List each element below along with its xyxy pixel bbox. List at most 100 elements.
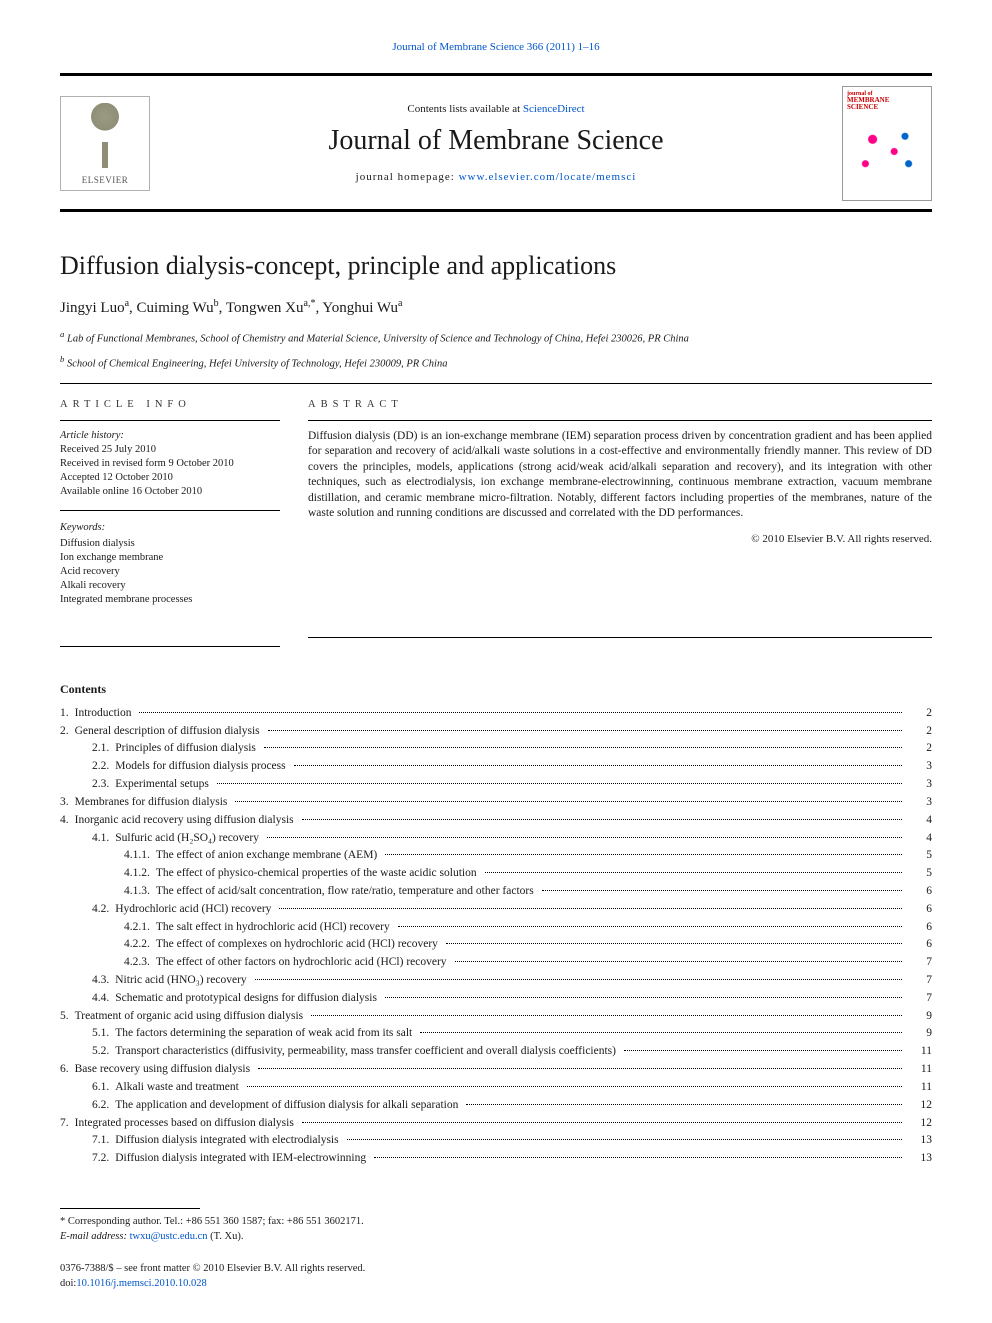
- toc-leader-dots: [258, 1068, 902, 1069]
- history-line: Received in revised form 9 October 2010: [60, 457, 280, 471]
- toc-page: 13: [910, 1150, 932, 1168]
- toc-leader-dots: [279, 908, 902, 909]
- toc-entry[interactable]: 4.1.1. The effect of anion exchange membr…: [60, 847, 932, 865]
- toc-title: Base recovery using diffusion dialysis: [75, 1061, 250, 1079]
- toc-page: 11: [910, 1043, 932, 1061]
- toc-leader-dots: [255, 979, 902, 980]
- elsevier-logo: ELSEVIER: [60, 96, 150, 191]
- toc-entry[interactable]: 6.2.The application and development of d…: [60, 1097, 932, 1115]
- toc-page: 5: [910, 865, 932, 883]
- toc-page: 4: [910, 812, 932, 830]
- toc-page: 2: [910, 740, 932, 758]
- toc-leader-dots: [268, 730, 902, 731]
- toc-number: 4.2.: [60, 901, 109, 919]
- toc-leader-dots: [347, 1139, 902, 1140]
- toc-page: 9: [910, 1008, 932, 1026]
- toc-number: 4.2.1.: [60, 919, 150, 937]
- toc-title: General description of diffusion dialysi…: [75, 723, 260, 741]
- toc-title: Schematic and prototypical designs for d…: [115, 990, 377, 1008]
- toc-entry[interactable]: 5.Treatment of organic acid using diffus…: [60, 1008, 932, 1026]
- toc-number: 4.2.3.: [60, 954, 150, 972]
- toc-entry[interactable]: 4.2.2.The effect of complexes on hydroch…: [60, 936, 932, 954]
- toc-entry[interactable]: 7.2.Diffusion dialysis integrated with I…: [60, 1150, 932, 1168]
- divider: [308, 637, 932, 638]
- toc-title: The effect of acid/salt concentration, f…: [156, 883, 534, 901]
- header-center: Contents lists available at ScienceDirec…: [164, 102, 828, 185]
- toc-page: 12: [910, 1097, 932, 1115]
- toc-leader-dots: [302, 1122, 902, 1123]
- toc-number: 7.: [60, 1115, 69, 1133]
- toc-entry[interactable]: 2.2.Models for diffusion dialysis proces…: [60, 758, 932, 776]
- toc-title: Integrated processes based on diffusion …: [75, 1115, 294, 1133]
- toc-entry[interactable]: 2.3.Experimental setups3: [60, 776, 932, 794]
- journal-name: Journal of Membrane Science: [164, 122, 828, 160]
- toc-entry[interactable]: 4.1.3. The effect of acid/salt concentrat…: [60, 883, 932, 901]
- doi-link[interactable]: 10.1016/j.memsci.2010.10.028: [76, 1278, 206, 1289]
- toc-title: Models for diffusion dialysis process: [115, 758, 285, 776]
- cover-art-icon: [851, 121, 923, 182]
- toc-entry[interactable]: 6.1.Alkali waste and treatment11: [60, 1079, 932, 1097]
- divider: [60, 383, 932, 384]
- home-prefix: journal homepage:: [356, 171, 459, 183]
- toc-title: The application and development of diffu…: [115, 1097, 458, 1115]
- toc-entry[interactable]: 6. Base recovery using diffusion dialysis…: [60, 1061, 932, 1079]
- toc-number: 2.3.: [60, 776, 109, 794]
- toc-leader-dots: [139, 712, 902, 713]
- abstract-text: Diffusion dialysis (DD) is an ion-exchan…: [308, 429, 932, 522]
- toc-page: 7: [910, 990, 932, 1008]
- toc-number: 6.: [60, 1061, 69, 1079]
- toc-entry[interactable]: 4.1.Sulfuric acid (H₂SO₄) recovery4: [60, 830, 932, 848]
- toc-entry[interactable]: 5.2.Transport characteristics (diffusivi…: [60, 1043, 932, 1061]
- toc-page: 11: [910, 1061, 932, 1079]
- toc-entry[interactable]: 5.1.The factors determining the separati…: [60, 1025, 932, 1043]
- toc-page: 6: [910, 901, 932, 919]
- toc-entry[interactable]: 4.2.3. The effect of other factors on hyd…: [60, 954, 932, 972]
- abstract-heading: abstract: [308, 398, 932, 412]
- toc-entry[interactable]: 4.2.1.The salt effect in hydrochloric ac…: [60, 919, 932, 937]
- journal-cover-thumbnail: journal of MEMBRANE SCIENCE: [842, 86, 932, 201]
- journal-homepage-link[interactable]: www.elsevier.com/locate/memsci: [459, 171, 637, 183]
- toc-leader-dots: [217, 783, 902, 784]
- toc-leader-dots: [624, 1050, 902, 1051]
- toc-entry[interactable]: 7.1.Diffusion dialysis integrated with e…: [60, 1132, 932, 1150]
- toc-number: 4.3.: [60, 972, 109, 990]
- toc-entry[interactable]: 2.1.Principles of diffusion dialysis2: [60, 740, 932, 758]
- toc-leader-dots: [420, 1032, 902, 1033]
- keyword: Diffusion dialysis: [60, 537, 280, 551]
- running-header-link[interactable]: Journal of Membrane Science 366 (2011) 1…: [392, 41, 599, 53]
- toc-entry[interactable]: 4.1.2.The effect of physico-chemical pro…: [60, 865, 932, 883]
- corresponding-author-footnote: * Corresponding author. Tel.: +86 551 36…: [60, 1215, 932, 1244]
- toc-title: The effect of other factors on hydrochlo…: [156, 954, 447, 972]
- toc-entry[interactable]: 4.Inorganic acid recovery using diffusio…: [60, 812, 932, 830]
- toc-entry[interactable]: 4.4.Schematic and prototypical designs f…: [60, 990, 932, 1008]
- keyword: Integrated membrane processes: [60, 593, 280, 607]
- toc-entry[interactable]: 4.3.Nitric acid (HNO₃) recovery7: [60, 972, 932, 990]
- elsevier-brand-text: ELSEVIER: [61, 174, 149, 186]
- toc-page: 3: [910, 758, 932, 776]
- toc-leader-dots: [455, 961, 902, 962]
- toc-leader-dots: [302, 819, 902, 820]
- doi-line: doi:10.1016/j.memsci.2010.10.028: [60, 1277, 932, 1291]
- toc-title: Diffusion dialysis integrated with elect…: [115, 1132, 338, 1150]
- toc-entry[interactable]: 1.Introduction2: [60, 705, 932, 723]
- toc-title: Sulfuric acid (H₂SO₄) recovery: [115, 830, 259, 848]
- abstract-copyright: © 2010 Elsevier B.V. All rights reserved…: [308, 532, 932, 547]
- toc-title: The effect of anion exchange membrane (A…: [156, 847, 377, 865]
- divider: [60, 646, 280, 647]
- table-of-contents: 1.Introduction22.General description of …: [60, 705, 932, 1168]
- toc-number: 4.1.1.: [60, 847, 150, 865]
- divider: [308, 420, 932, 421]
- toc-number: 4.1.3.: [60, 883, 150, 901]
- sciencedirect-link[interactable]: ScienceDirect: [523, 103, 585, 115]
- article-history-block: Article history: Received 25 July 2010Re…: [60, 429, 280, 511]
- toc-entry[interactable]: 2.General description of diffusion dialy…: [60, 723, 932, 741]
- toc-leader-dots: [466, 1104, 902, 1105]
- keyword: Acid recovery: [60, 565, 280, 579]
- toc-entry[interactable]: 3.Membranes for diffusion dialysis3: [60, 794, 932, 812]
- toc-number: 5.1.: [60, 1025, 109, 1043]
- toc-leader-dots: [235, 801, 902, 802]
- toc-page: 6: [910, 919, 932, 937]
- toc-entry[interactable]: 7. Integrated processes based on diffusio…: [60, 1115, 932, 1133]
- corresponding-email-link[interactable]: twxu@ustc.edu.cn: [130, 1231, 208, 1242]
- toc-entry[interactable]: 4.2.Hydrochloric acid (HCl) recovery6: [60, 901, 932, 919]
